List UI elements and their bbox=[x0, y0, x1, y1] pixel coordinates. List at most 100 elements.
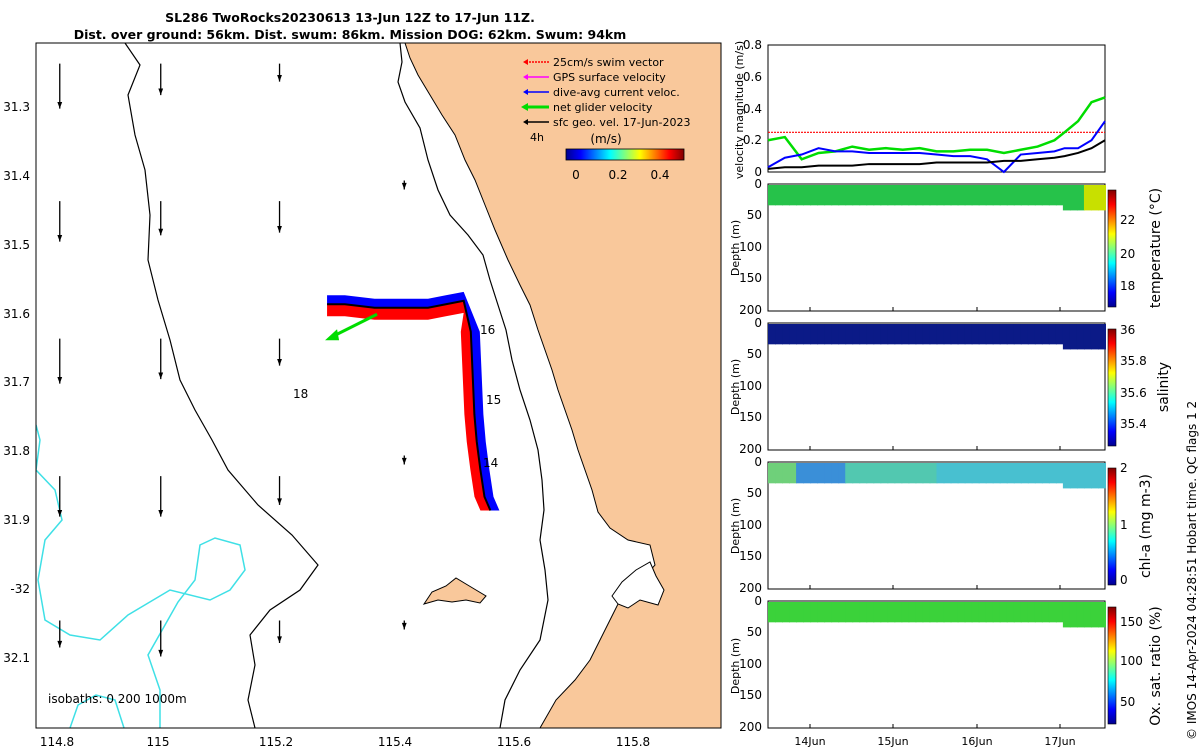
section-cell bbox=[859, 602, 868, 623]
depth-label: 18 bbox=[293, 387, 308, 401]
cbar-tick: 0 bbox=[1120, 573, 1128, 587]
section-cell bbox=[978, 185, 987, 206]
section-cell bbox=[880, 463, 889, 484]
section-cell bbox=[901, 324, 910, 345]
geo-vector bbox=[158, 338, 164, 380]
section-cell bbox=[908, 185, 917, 206]
colorbar-label: temperature (°C) bbox=[1148, 188, 1164, 308]
section-cell bbox=[782, 324, 791, 345]
section-cell bbox=[1034, 463, 1043, 484]
map-x-tick: 115.2 bbox=[259, 735, 293, 749]
section-cell bbox=[845, 324, 854, 345]
section-cell bbox=[852, 463, 861, 484]
section-cell bbox=[873, 602, 882, 623]
y-tick: 50 bbox=[747, 208, 762, 222]
section-cell bbox=[957, 324, 966, 345]
section-cell bbox=[789, 324, 798, 345]
speed-colorbar bbox=[565, 148, 685, 161]
geostrophic-vectors bbox=[57, 63, 407, 657]
section-cell bbox=[1048, 602, 1057, 623]
section-cell bbox=[943, 185, 952, 206]
map-x-tick: 114.8 bbox=[40, 735, 74, 749]
section-cell bbox=[985, 185, 994, 206]
map-y-tick: 31.3 bbox=[3, 100, 30, 114]
section-cell bbox=[985, 602, 994, 623]
section-cell bbox=[992, 463, 1001, 484]
section-cell bbox=[1076, 324, 1085, 350]
y-tick: 200 bbox=[739, 442, 762, 456]
y-tick: 100 bbox=[739, 518, 762, 532]
section-cell bbox=[1013, 463, 1022, 484]
colorbar-label: (m/s) bbox=[590, 132, 621, 146]
y-tick: 0.4 bbox=[743, 102, 762, 116]
section-cell bbox=[922, 324, 931, 345]
section-cell bbox=[992, 185, 1001, 206]
section-cell bbox=[838, 463, 847, 484]
y-tick: 150 bbox=[739, 688, 762, 702]
cbar-tick: 18 bbox=[1120, 279, 1135, 293]
section-cell bbox=[1069, 602, 1078, 628]
geo-vector bbox=[277, 201, 282, 233]
section-cell bbox=[852, 602, 861, 623]
section-cell bbox=[943, 463, 952, 484]
rottnest-island bbox=[422, 577, 487, 605]
section-cell bbox=[1020, 602, 1029, 623]
section-cell bbox=[831, 463, 840, 484]
section-cell bbox=[845, 602, 854, 623]
legend-entry-geo: sfc geo. vel. 17-Jun-2023 bbox=[523, 116, 690, 129]
section-cell bbox=[1090, 185, 1099, 211]
map-y-tick: 31.7 bbox=[3, 375, 30, 389]
geo-vector bbox=[401, 180, 407, 190]
y-tick: 100 bbox=[739, 240, 762, 254]
net-velocity-arrow bbox=[325, 312, 378, 341]
map-x-tick: 115.6 bbox=[497, 735, 531, 749]
series-net bbox=[767, 96, 1106, 161]
depth-ylabel: Depth (m) bbox=[729, 220, 742, 276]
section-cell bbox=[789, 602, 798, 623]
y-tick: 50 bbox=[747, 625, 762, 639]
geo-vector bbox=[158, 201, 164, 236]
geo-vector bbox=[277, 63, 282, 82]
section-cell bbox=[929, 185, 938, 206]
section-cell bbox=[1027, 324, 1036, 345]
colorbar-tick: 0 bbox=[572, 168, 580, 182]
section-cell bbox=[971, 602, 980, 623]
section-cell bbox=[810, 185, 819, 206]
colorbar-label: Ox. sat. ratio (%) bbox=[1148, 606, 1164, 725]
section-chl-a bbox=[767, 461, 1117, 590]
section-cell bbox=[901, 602, 910, 623]
section-cell bbox=[943, 324, 952, 345]
section-cell bbox=[845, 185, 854, 206]
cbar-tick: 100 bbox=[1120, 654, 1143, 668]
section-cell bbox=[915, 463, 924, 484]
series-geo bbox=[767, 139, 1106, 170]
section-cell bbox=[1048, 324, 1057, 345]
isobath-deep-2 bbox=[69, 694, 125, 728]
section-cell bbox=[1020, 185, 1029, 206]
section-cell bbox=[922, 463, 931, 484]
section-cell bbox=[1041, 185, 1050, 206]
chla-panel-text: 0 50 100 150 200 Depth (m) 0 1 2 chl-a (… bbox=[729, 455, 1154, 595]
salinity-panel-text: 0 50 100 150 200 Depth (m) 35.4 35.6 35.… bbox=[729, 316, 1172, 456]
section-cell bbox=[1090, 463, 1099, 489]
cbar-tick: 22 bbox=[1120, 213, 1135, 227]
section-cell bbox=[775, 602, 784, 623]
section-cell bbox=[768, 463, 776, 484]
section-cell bbox=[859, 324, 868, 345]
y-tick: 200 bbox=[739, 303, 762, 317]
section-cell bbox=[908, 463, 917, 484]
map-x-tick: 115.8 bbox=[616, 735, 650, 749]
section-cell bbox=[852, 324, 861, 345]
y-tick: 0.6 bbox=[743, 70, 762, 84]
section-cell bbox=[782, 602, 791, 623]
map-x-tick: 115 bbox=[147, 735, 170, 749]
section-cell bbox=[978, 463, 987, 484]
section-cell bbox=[1034, 324, 1043, 345]
geo-vector bbox=[57, 338, 63, 384]
section-cell bbox=[971, 324, 980, 345]
section-cell bbox=[1055, 324, 1064, 345]
section-cell bbox=[1041, 324, 1050, 345]
section-cell bbox=[950, 602, 959, 623]
section-cell bbox=[1041, 602, 1050, 623]
section-cell bbox=[1062, 602, 1071, 628]
